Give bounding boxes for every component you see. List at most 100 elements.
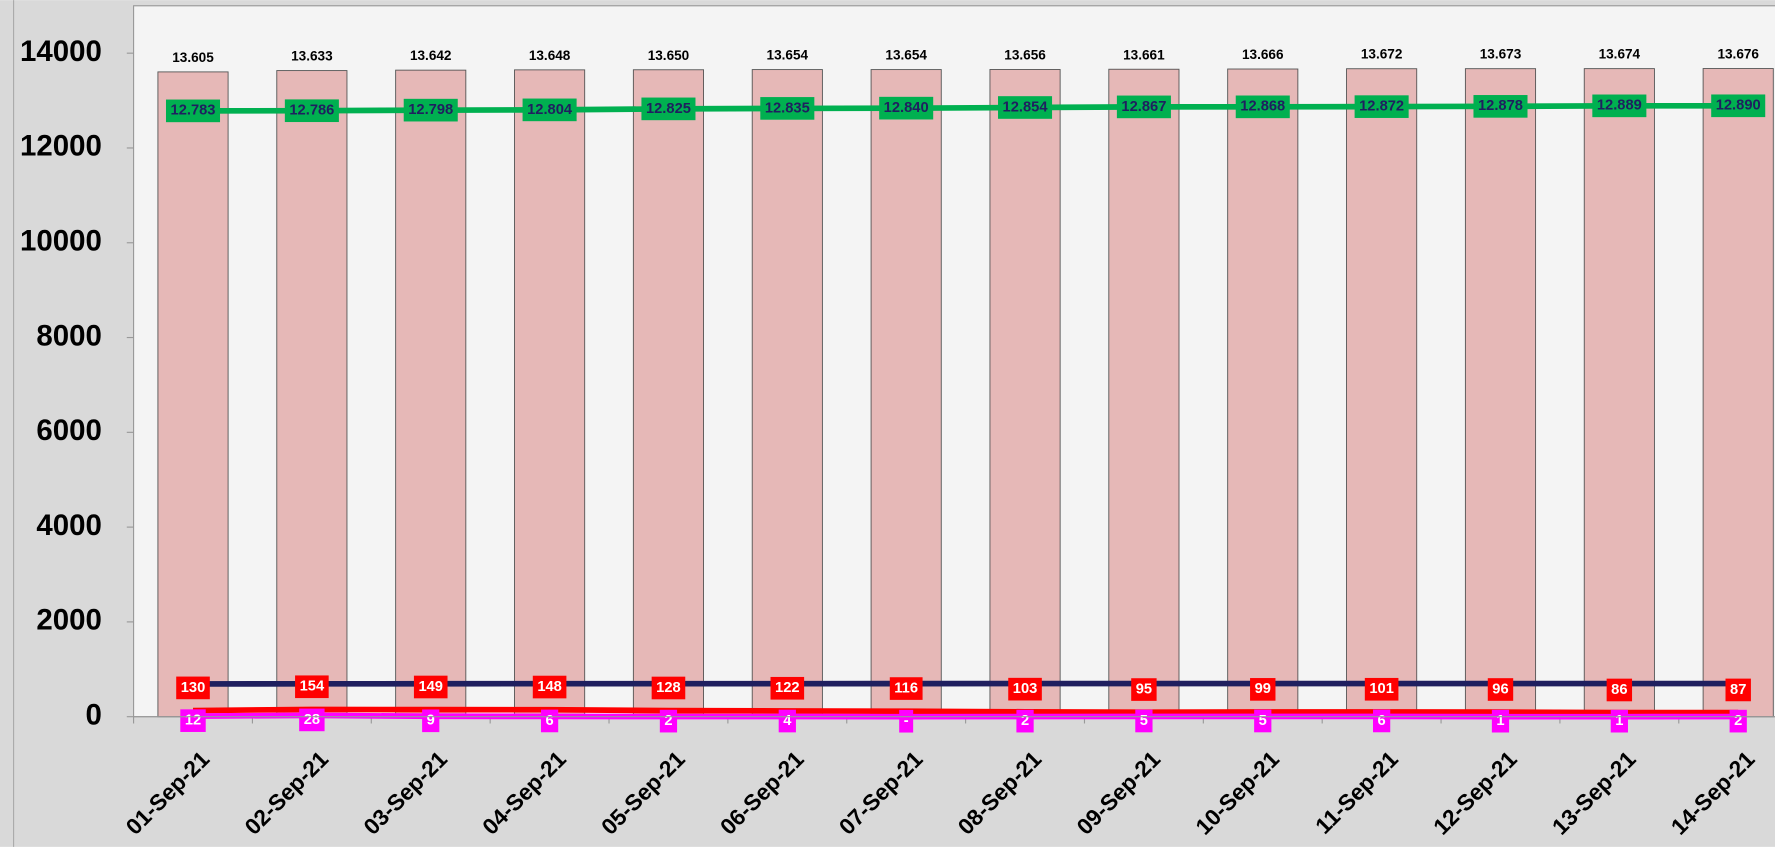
data-label-box bbox=[1711, 94, 1766, 118]
data-label: 13.642 bbox=[410, 48, 452, 63]
data-label-box bbox=[998, 96, 1053, 119]
data-label-box bbox=[532, 675, 567, 699]
data-label-box bbox=[1729, 709, 1747, 733]
data-label: 154 bbox=[300, 679, 325, 695]
data-label-box bbox=[879, 96, 934, 120]
data-label: 13.633 bbox=[291, 49, 333, 64]
data-label: 95 bbox=[1136, 681, 1152, 697]
y-tick-label: 2000 bbox=[36, 604, 101, 637]
data-label-box bbox=[1116, 95, 1171, 119]
data-label-box bbox=[760, 97, 815, 120]
data-label: 13.648 bbox=[529, 48, 571, 63]
data-label-box bbox=[403, 98, 458, 122]
bar bbox=[1583, 68, 1655, 718]
y-tick-label: 12000 bbox=[20, 130, 102, 163]
data-label-box bbox=[770, 676, 805, 700]
data-label: 2 bbox=[1734, 713, 1742, 729]
data-label-box bbox=[1373, 709, 1391, 733]
data-label: 12.798 bbox=[408, 102, 453, 118]
y-tick-label: 14000 bbox=[20, 35, 102, 68]
data-label: 99 bbox=[1255, 681, 1271, 697]
data-label-box bbox=[1487, 678, 1514, 701]
data-label: 12.868 bbox=[1240, 99, 1285, 115]
data-label-box bbox=[1250, 678, 1276, 701]
bar bbox=[395, 69, 467, 718]
data-label-box bbox=[899, 709, 914, 733]
data-label-box bbox=[180, 709, 206, 732]
data-label-box bbox=[1008, 677, 1042, 701]
data-label: 1 bbox=[1496, 713, 1504, 729]
data-label-box bbox=[284, 99, 339, 123]
data-label: 101 bbox=[1369, 681, 1394, 697]
data-label: 12.878 bbox=[1478, 98, 1523, 114]
data-label-box bbox=[1354, 95, 1409, 118]
data-label: 13.656 bbox=[1004, 47, 1046, 62]
data-label-box bbox=[295, 675, 329, 699]
data-label: 149 bbox=[418, 679, 443, 695]
data-label: 12.854 bbox=[1003, 99, 1049, 115]
data-label: 1 bbox=[1615, 713, 1623, 729]
data-label: 13.654 bbox=[767, 48, 809, 63]
data-label: 12.783 bbox=[171, 103, 216, 119]
data-label: 130 bbox=[181, 680, 206, 696]
data-label-box bbox=[522, 98, 577, 122]
data-label-box bbox=[1135, 709, 1153, 733]
data-label: 148 bbox=[537, 679, 562, 695]
data-label: 96 bbox=[1492, 681, 1508, 697]
data-label-box bbox=[1016, 709, 1034, 733]
data-label: 12.872 bbox=[1359, 99, 1404, 115]
data-label: 103 bbox=[1013, 681, 1038, 697]
data-label-box bbox=[299, 708, 325, 732]
data-label: 5 bbox=[1259, 713, 1267, 729]
data-label-box bbox=[659, 709, 678, 733]
bar bbox=[1702, 68, 1774, 718]
bar bbox=[1346, 68, 1418, 718]
data-label-box bbox=[889, 677, 923, 700]
data-label-box bbox=[641, 97, 696, 121]
data-label-box bbox=[422, 709, 440, 733]
data-label: 128 bbox=[656, 680, 681, 696]
bar bbox=[870, 69, 942, 718]
data-label: 13.676 bbox=[1717, 47, 1759, 62]
data-label-box bbox=[1606, 678, 1633, 702]
data-label: 13.654 bbox=[885, 48, 927, 63]
data-label: 122 bbox=[775, 680, 800, 696]
bar bbox=[1108, 68, 1180, 718]
data-label-box bbox=[540, 709, 559, 733]
data-label: 13.673 bbox=[1480, 47, 1522, 62]
bar bbox=[1227, 68, 1299, 718]
data-label: 13.674 bbox=[1599, 47, 1641, 62]
y-tick-label: 10000 bbox=[20, 225, 102, 258]
bar bbox=[751, 69, 823, 718]
bar bbox=[1464, 68, 1537, 718]
y-tick-label: 4000 bbox=[36, 509, 101, 542]
data-label: 5 bbox=[1140, 713, 1148, 729]
bar bbox=[514, 69, 586, 718]
data-label: 13.666 bbox=[1242, 47, 1284, 62]
data-label-box bbox=[413, 675, 448, 699]
data-label-box bbox=[1610, 709, 1628, 733]
data-label: 12.889 bbox=[1597, 98, 1642, 114]
data-label: 4 bbox=[783, 713, 792, 729]
data-label: 87 bbox=[1730, 682, 1746, 698]
bar bbox=[276, 70, 348, 718]
data-label-box bbox=[1473, 95, 1528, 118]
y-tick-label: 6000 bbox=[36, 414, 101, 447]
data-label: 9 bbox=[427, 713, 435, 729]
data-label: 116 bbox=[894, 680, 918, 696]
data-label: 12.804 bbox=[527, 102, 573, 118]
data-label-box bbox=[176, 676, 210, 700]
data-label: - bbox=[904, 713, 909, 729]
data-label: 13.672 bbox=[1361, 47, 1403, 62]
data-label: 12.825 bbox=[646, 101, 691, 117]
data-label-box bbox=[1491, 709, 1510, 733]
data-label: 86 bbox=[1611, 682, 1627, 698]
data-label: 28 bbox=[304, 712, 320, 728]
data-label-box bbox=[1725, 678, 1751, 702]
data-label-box bbox=[651, 676, 686, 700]
data-label: 12 bbox=[185, 713, 201, 729]
data-label-box bbox=[1131, 678, 1157, 701]
data-label-box bbox=[165, 99, 221, 123]
